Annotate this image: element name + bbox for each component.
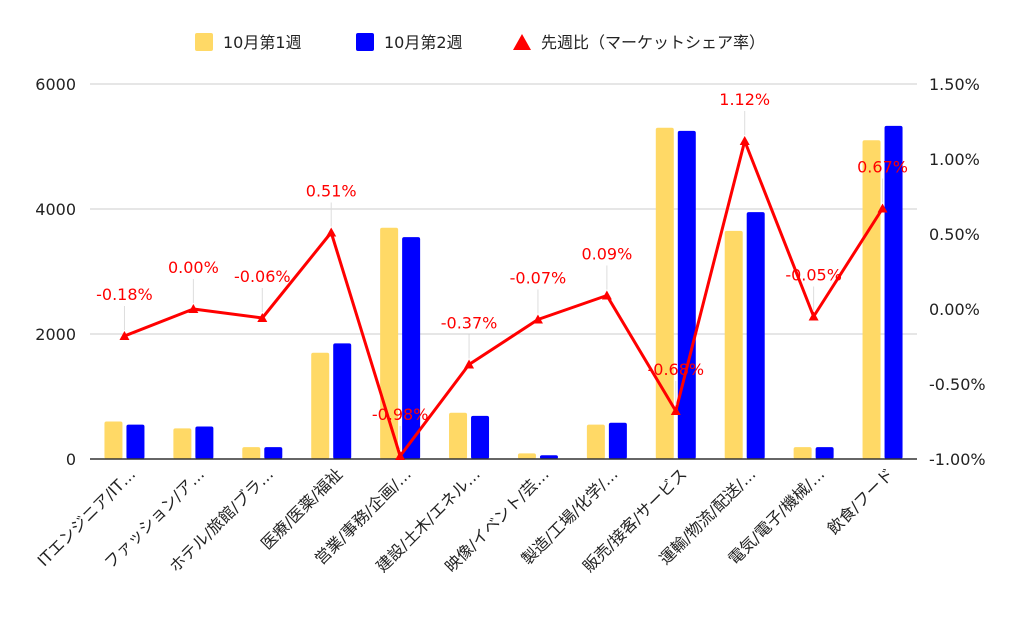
bar-s2-5 xyxy=(471,415,490,459)
line-label-2: -0.06% xyxy=(234,267,291,286)
category-labels: ITエンジニア/IT…ファッション/ア…ホテル/旅館/ブラ…医療/医薬/福祉営業… xyxy=(34,464,898,576)
line-label-11: 0.67% xyxy=(857,158,908,177)
bar-s1-3 xyxy=(311,352,330,459)
gridlines xyxy=(90,83,917,335)
right-tick-1-50-: 1.50% xyxy=(929,75,980,94)
bar-s1-1 xyxy=(173,428,192,459)
line-label-9: 1.12% xyxy=(719,90,770,109)
bar-s2-10 xyxy=(815,447,834,459)
line-series xyxy=(119,136,888,460)
right-tick--1-00-: -1.00% xyxy=(929,450,986,469)
legend-swatch-2 xyxy=(356,33,374,51)
left-tick-0: 0 xyxy=(66,450,76,469)
line-point-11 xyxy=(877,203,888,213)
bar-s1-8 xyxy=(655,127,674,459)
bar-s2-2 xyxy=(264,447,283,459)
line-point-5 xyxy=(464,359,475,369)
legend-label-3: 先週比（マーケットシェア率） xyxy=(541,33,765,52)
right-tick--0-50-: -0.50% xyxy=(929,375,986,394)
bar-s2-4 xyxy=(402,237,421,459)
bar-s2-3 xyxy=(333,343,352,459)
category-label-11: 飲食/フード xyxy=(824,464,898,538)
legend-marker-3 xyxy=(513,34,531,50)
bars xyxy=(104,125,903,459)
bar-s1-2 xyxy=(242,447,261,459)
bar-s2-1 xyxy=(195,426,214,459)
line-point-4 xyxy=(395,451,406,460)
bar-s1-0 xyxy=(104,421,123,459)
bar-s2-7 xyxy=(608,422,627,459)
bar-s1-10 xyxy=(793,447,812,459)
line-point-3 xyxy=(326,227,337,237)
bar-s2-11 xyxy=(884,125,903,459)
line-point-1 xyxy=(188,304,199,313)
left-tick-6000: 6000 xyxy=(35,75,76,94)
left-tick-2000: 2000 xyxy=(35,325,76,344)
line-point-8 xyxy=(670,406,681,415)
line-label-10: -0.05% xyxy=(785,266,842,285)
bar-s1-5 xyxy=(449,412,468,459)
line-label-3: 0.51% xyxy=(306,182,357,201)
left-tick-4000: 4000 xyxy=(35,200,76,219)
line-label-6: -0.07% xyxy=(510,269,567,288)
line-point-9 xyxy=(739,136,750,145)
right-axis-ticks: -1.00% -0.50% 0.00% 0.50% 1.00% 1.50% xyxy=(929,75,986,469)
line-path xyxy=(123,139,884,458)
right-tick-1-00-: 1.00% xyxy=(929,150,980,169)
line-label-8: -0.68% xyxy=(647,360,704,379)
line-label-4: -0.98% xyxy=(372,405,429,424)
legend: 10月第1週 10月第2週 先週比（マーケットシェア率） xyxy=(195,33,765,52)
line-label-0: -0.18% xyxy=(96,285,153,304)
bar-s1-7 xyxy=(586,424,605,459)
line-point-0 xyxy=(119,331,130,340)
line-label-1: 0.00% xyxy=(168,258,219,277)
line-label-5: -0.37% xyxy=(441,314,498,333)
right-tick-0-00-: 0.00% xyxy=(929,300,980,319)
bar-s1-6 xyxy=(517,453,536,459)
line-data-labels: -0.18% 0.00% -0.06% 0.51% -0.98% -0.37% -0.07%… xyxy=(96,90,908,450)
bar-s1-11 xyxy=(862,140,881,459)
line-point-10 xyxy=(808,311,819,321)
line-point-6 xyxy=(532,314,543,324)
line-point-7 xyxy=(601,290,612,300)
bar-s2-8 xyxy=(677,130,696,459)
legend-label-1: 10月第1週 xyxy=(223,33,302,52)
left-axis-ticks: 0 2000 4000 6000 xyxy=(35,75,76,469)
bar-s2-9 xyxy=(746,212,765,459)
legend-swatch-1 xyxy=(195,33,213,51)
legend-label-2: 10月第2週 xyxy=(384,33,463,52)
bar-s2-6 xyxy=(539,455,558,459)
line-label-7: 0.09% xyxy=(581,245,632,264)
bar-s1-9 xyxy=(724,230,743,459)
line-point-2 xyxy=(257,313,268,322)
right-tick-0-50-: 0.50% xyxy=(929,225,980,244)
bar-s2-0 xyxy=(126,424,145,459)
